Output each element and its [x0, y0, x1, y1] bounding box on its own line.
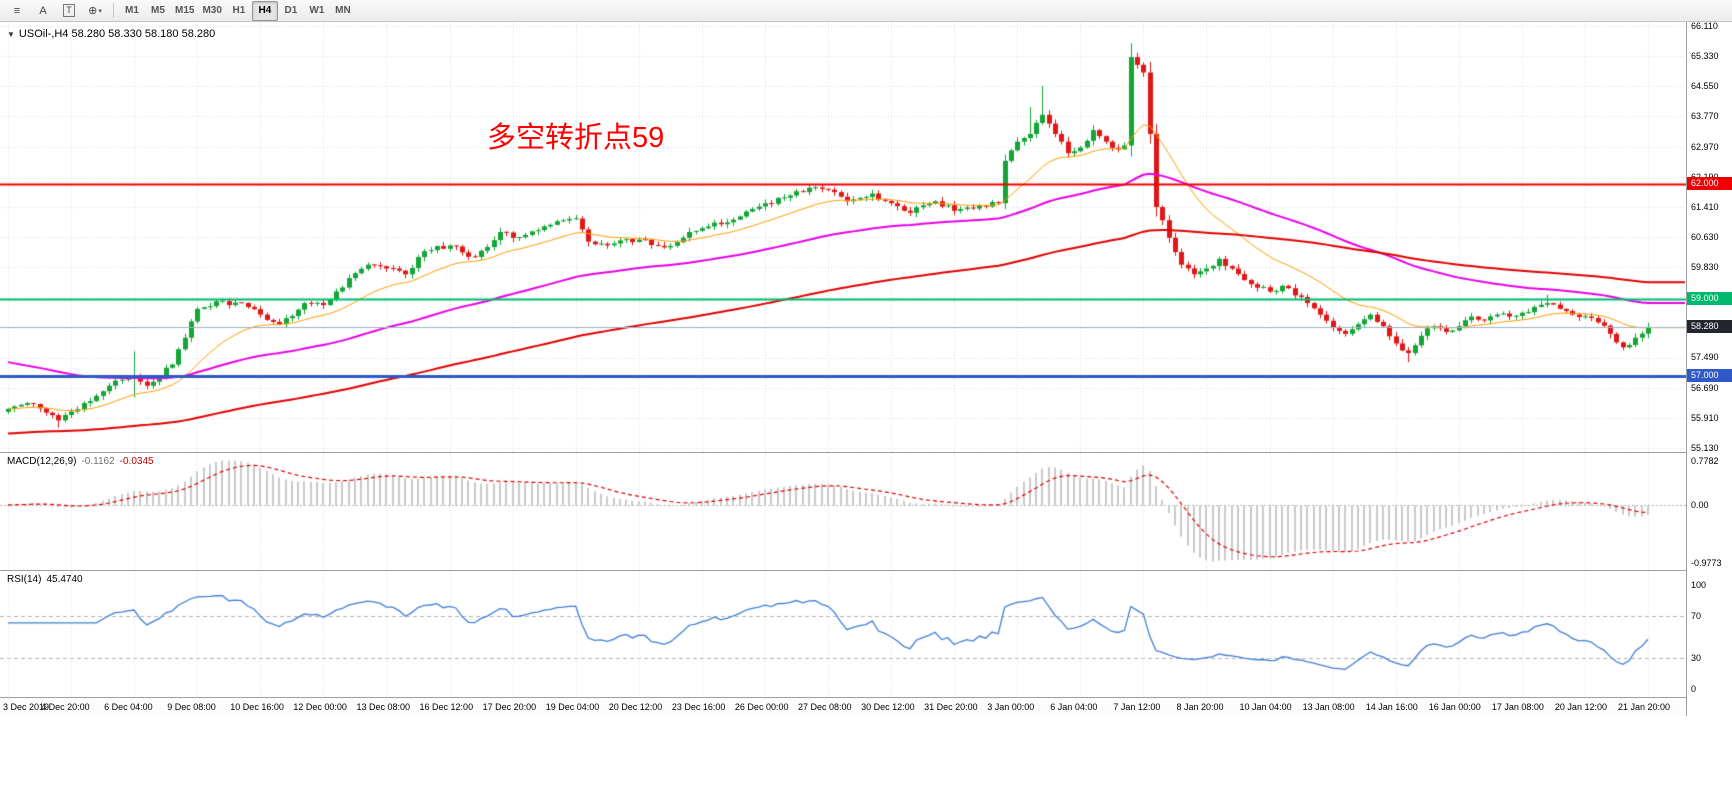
panel-separator[interactable] — [0, 570, 1732, 571]
price-tick-label: 55.910 — [1691, 413, 1719, 424]
macd-signal-value: -0.0345 — [119, 456, 154, 467]
macd-label: MACD(12,26,9) -0.1162 -0.0345 — [7, 456, 159, 467]
macd-main-value: -0.1162 — [81, 456, 115, 467]
timeframe-m15-button[interactable]: M15 — [175, 5, 195, 16]
collapse-icon[interactable]: ▼ — [7, 30, 15, 39]
macd-panel[interactable]: MACD(12,26,9) -0.1162 -0.0345 — [0, 453, 1686, 570]
time-label: 30 Dec 12:00 — [861, 702, 915, 712]
timeframe-h4-button[interactable]: H4 — [251, 0, 278, 21]
price-tick-label: 56.690 — [1691, 383, 1719, 394]
time-label: 13 Jan 08:00 — [1302, 702, 1355, 712]
time-label: 23 Dec 16:00 — [671, 702, 726, 712]
rsi-name: RSI(14) — [7, 574, 42, 585]
price-panel[interactable]: ▼ USOil-,H4 58.280 58.330 58.180 58.280 多… — [0, 22, 1686, 452]
text-tool-icon: A — [39, 4, 47, 17]
symbol-ohlc-text: USOil-,H4 58.280 58.330 58.180 58.280 — [18, 28, 216, 40]
price-tick-label: 59.830 — [1691, 262, 1719, 273]
macd-name: MACD(12,26,9) — [7, 456, 77, 467]
time-label: 12 Dec 00:00 — [293, 702, 347, 712]
timeframe-m30-button[interactable]: M30 — [202, 5, 222, 16]
price-tick-label: 55.130 — [1691, 443, 1719, 453]
time-label: 6 Dec 04:00 — [104, 702, 153, 712]
time-label: 3 Jan 00:00 — [987, 702, 1035, 712]
panel-separator — [0, 697, 1732, 698]
rsi-tick-label: 0 — [1691, 684, 1697, 694]
rsi-panel[interactable]: RSI(14) 45.4740 — [0, 571, 1686, 697]
panel-separator[interactable] — [0, 452, 1732, 453]
time-label: 20 Jan 12:00 — [1554, 702, 1607, 712]
time-label: 3 Dec 2019 — [3, 702, 50, 712]
chart-title: ▼ USOil-,H4 58.280 58.330 58.180 58.280 — [7, 28, 215, 40]
time-label: 17 Jan 08:00 — [1491, 702, 1544, 712]
time-label: 14 Jan 16:00 — [1365, 702, 1418, 712]
price-line-badge: 57.000 — [1687, 369, 1732, 383]
rsi-label: RSI(14) 45.4740 — [7, 574, 88, 585]
timeframe-w1-button[interactable]: W1 — [309, 5, 325, 16]
macd-chart-canvas[interactable] — [0, 453, 1686, 570]
time-label: 6 Jan 04:00 — [1050, 702, 1098, 712]
rsi-tick-label: 30 — [1691, 652, 1702, 663]
toolbar-separator — [113, 3, 114, 18]
annotation-text[interactable]: 多空转折点59 — [487, 122, 665, 154]
time-label: 21 Jan 20:00 — [1618, 702, 1671, 712]
timeframe-mn-button[interactable]: MN — [335, 5, 351, 16]
macd-max-label: 0.7782 — [1691, 456, 1719, 466]
price-tick-label: 66.110 — [1691, 21, 1718, 31]
price-line-badge: 62.000 — [1687, 176, 1732, 190]
macd-zero-label: 0.00 — [1691, 499, 1709, 510]
rsi-tick-label: 70 — [1691, 611, 1702, 622]
time-label: 8 Jan 20:00 — [1176, 702, 1224, 712]
menu-icon[interactable]: ≡ — [4, 1, 30, 21]
timeframe-h1-button[interactable]: H1 — [232, 5, 246, 16]
text-tool-button[interactable]: A — [30, 1, 56, 21]
rsi-chart-canvas[interactable] — [0, 571, 1686, 697]
price-tick-label: 62.970 — [1691, 141, 1719, 152]
time-label: 16 Jan 00:00 — [1428, 702, 1481, 712]
price-tick-label: 60.630 — [1691, 231, 1719, 242]
text-frame-icon: T — [63, 4, 75, 17]
price-scale-column[interactable]: 66.110 65.330 64.550 63.770 62.970 62.190 61.4… — [1686, 21, 1732, 716]
rsi-axis: 100 70 30 0 — [1687, 571, 1732, 697]
menu-glyph: ≡ — [13, 4, 21, 17]
price-axis: 66.110 65.330 64.550 63.770 62.970 62.190 61.4… — [1687, 21, 1732, 453]
price-tick-label: 64.550 — [1691, 80, 1719, 91]
timeframe-m5-button[interactable]: M5 — [151, 5, 165, 16]
price-chart-canvas[interactable] — [0, 22, 1686, 452]
indicator-dropdown-button[interactable]: ⊕ ▾ — [82, 1, 108, 21]
price-tick-label: 61.410 — [1691, 201, 1719, 212]
time-label: 4 Dec 20:00 — [41, 702, 90, 712]
macd-min-label: -0.9773 — [1691, 558, 1722, 568]
time-axis[interactable]: 3 Dec 2019 4 Dec 20:00 6 Dec 04:00 9 Dec 08… — [0, 698, 1732, 716]
timeframe-d1-button[interactable]: D1 — [284, 5, 298, 16]
time-label: 27 Dec 08:00 — [798, 702, 852, 712]
price-tick-label: 62.190 — [1691, 172, 1719, 182]
chevron-down-icon: ▾ — [98, 7, 102, 15]
time-label: 7 Jan 12:00 — [1113, 702, 1161, 712]
time-label: 10 Dec 16:00 — [230, 702, 284, 712]
time-label: 9 Dec 08:00 — [167, 702, 216, 712]
indicator-icon: ⊕ — [88, 5, 98, 17]
time-label: 19 Dec 04:00 — [545, 702, 600, 712]
time-label: 31 Dec 20:00 — [924, 702, 978, 712]
price-tick-label: 65.330 — [1691, 50, 1719, 61]
macd-axis: 0.7782 0.00 -0.9773 — [1687, 453, 1732, 570]
time-label: 20 Dec 12:00 — [608, 702, 663, 712]
rsi-value: 45.4740 — [46, 574, 83, 585]
time-label: 17 Dec 20:00 — [482, 702, 537, 712]
time-label: 16 Dec 12:00 — [419, 702, 474, 712]
price-tick-label: 63.770 — [1691, 110, 1719, 121]
rsi-tick-label: 100 — [1691, 580, 1707, 590]
current-price-badge: 58.280 — [1687, 319, 1732, 333]
price-tick-label: 57.490 — [1691, 352, 1719, 363]
time-label: 26 Dec 00:00 — [734, 702, 789, 712]
chart-toolbar: ≡ A T ⊕ ▾ M1 M5 M15 M30 H1 H4 D1 W1 MN — [0, 0, 1732, 22]
price-line-badge: 59.000 — [1687, 292, 1732, 306]
time-label: 13 Dec 08:00 — [356, 702, 410, 712]
time-label: 10 Jan 04:00 — [1239, 702, 1292, 712]
timeframe-m1-button[interactable]: M1 — [125, 5, 139, 16]
text-frame-tool-button[interactable]: T — [56, 1, 82, 21]
